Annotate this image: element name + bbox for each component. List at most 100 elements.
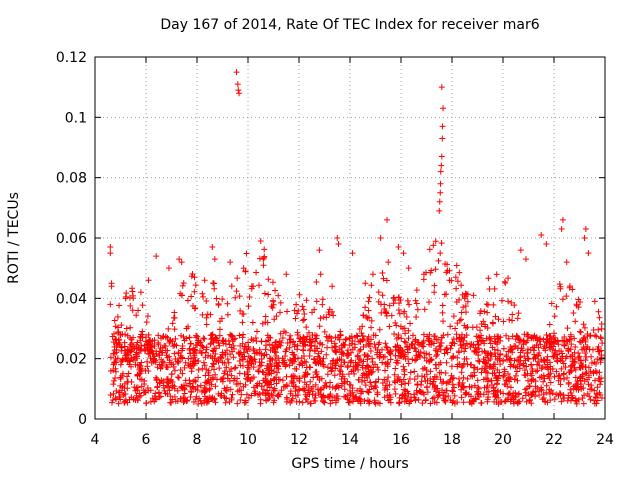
data-point [107,244,114,251]
band-point [362,304,369,311]
band-point [572,343,579,350]
band-point [160,384,167,391]
band-point [192,378,199,385]
band-point [317,360,324,367]
band-point [223,364,230,371]
band-point [528,334,535,341]
band-point [221,370,228,377]
band-point [367,343,374,350]
band-point [566,369,573,376]
band-point [456,296,463,303]
band-point [110,381,117,388]
band-point [217,353,224,360]
band-point [203,321,210,328]
band-point [376,326,383,333]
band-point [360,343,367,350]
band-point [277,309,284,316]
band-point [538,365,545,372]
band-point [139,302,146,309]
band-point [348,340,355,347]
band-point [509,311,516,318]
band-point [560,371,567,378]
band-point [421,391,428,398]
band-point [552,338,559,345]
band-point [579,371,586,378]
band-point [248,360,255,367]
band-point [397,323,404,330]
band-point [244,371,251,378]
band-point [500,357,507,364]
band-point [514,315,521,322]
band-point [172,356,179,363]
data-point [505,298,512,305]
band-point [309,383,316,390]
band-point [212,399,219,406]
data-point [437,168,444,175]
band-point [469,398,476,405]
data-point [107,301,114,308]
band-point [168,399,175,406]
band-point [449,387,456,394]
band-point [300,334,307,341]
band-point [199,365,206,372]
band-point [305,387,312,394]
band-point [147,354,154,361]
y-tick-label: 0.1 [65,110,87,126]
band-point [513,368,520,375]
band-point [183,382,190,389]
band-point [138,383,145,390]
band-point [130,343,137,350]
band-point [137,392,144,399]
band-point [327,400,334,407]
band-point [195,374,202,381]
band-point [506,356,513,363]
band-point [114,324,121,331]
band-point [547,341,554,348]
data-point [191,274,198,281]
band-point [345,399,352,406]
data-point [335,241,342,248]
band-point [532,393,539,400]
band-point [121,399,128,406]
band-point [533,334,540,341]
band-point [135,307,142,314]
band-point [490,387,497,394]
band-point [536,374,543,381]
band-point [207,376,214,383]
band-point [509,317,516,324]
band-point [572,374,579,381]
band-point [434,351,441,358]
data-point [362,280,369,287]
band-point [275,363,282,370]
band-point [360,312,367,319]
band-point [597,334,604,341]
band-point [495,394,502,401]
band-point [480,358,487,365]
band-point [325,309,332,316]
band-point [271,387,278,394]
band-point [344,378,351,385]
band-point [591,377,598,384]
band-point [249,356,256,363]
band-point [431,282,438,289]
band-point [210,280,217,287]
band-point [294,342,301,349]
band-point [368,324,375,331]
band-point [540,378,547,385]
band-point [301,372,308,379]
band-point [546,375,553,382]
band-point [239,356,246,363]
band-point [427,380,434,387]
band-point [443,380,450,387]
band-point [206,379,213,386]
band-point [515,310,522,317]
band-point [510,390,517,397]
band-point [311,347,318,354]
data-point [369,271,376,278]
band-point [245,353,252,360]
x-tick-label: 12 [290,432,308,448]
band-point [378,309,385,316]
band-point [391,331,398,338]
band-point [268,391,275,398]
band-point [409,356,416,363]
